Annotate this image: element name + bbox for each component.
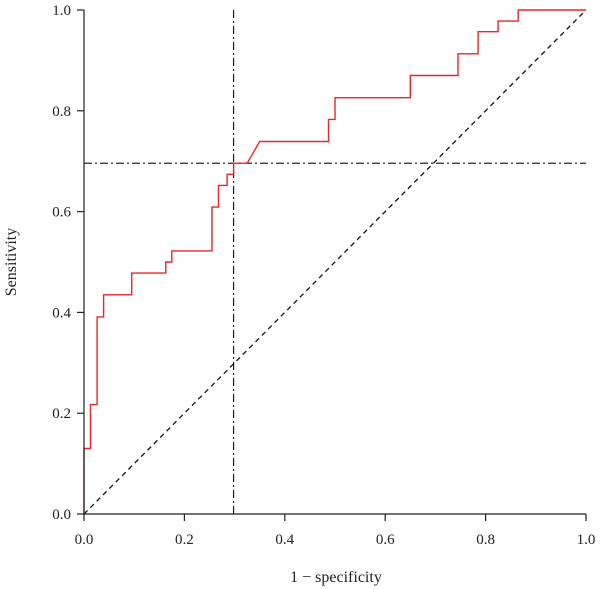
reference-diagonal-line — [83, 9, 587, 515]
y-tick-label: 0.6 — [52, 205, 71, 221]
y-tick-label: 1.0 — [52, 3, 71, 19]
axes: 0.0 0.2 0.4 0.6 0.8 1.0 0.0 0.2 0.4 0.6 0.8 1.0 — [52, 3, 595, 548]
x-tick-label: 0.0 — [75, 532, 94, 548]
plot-area — [83, 9, 587, 515]
x-axis-title: 1 − specificity — [290, 569, 382, 586]
x-tick-label: 0.2 — [175, 532, 194, 548]
x-tick-label: 0.4 — [275, 532, 294, 548]
y-tick-label: 0.2 — [52, 406, 71, 422]
y-axis-title: Sensitivity — [3, 228, 20, 296]
roc-curve-line — [83, 9, 586, 514]
y-tick-label: 0.8 — [52, 104, 71, 120]
x-tick-label: 0.8 — [476, 532, 495, 548]
y-tick-label: 0.4 — [52, 305, 71, 321]
y-tick-label: 0.0 — [52, 507, 71, 523]
x-tick-label: 1.0 — [577, 532, 596, 548]
x-tick-label: 0.6 — [376, 532, 395, 548]
